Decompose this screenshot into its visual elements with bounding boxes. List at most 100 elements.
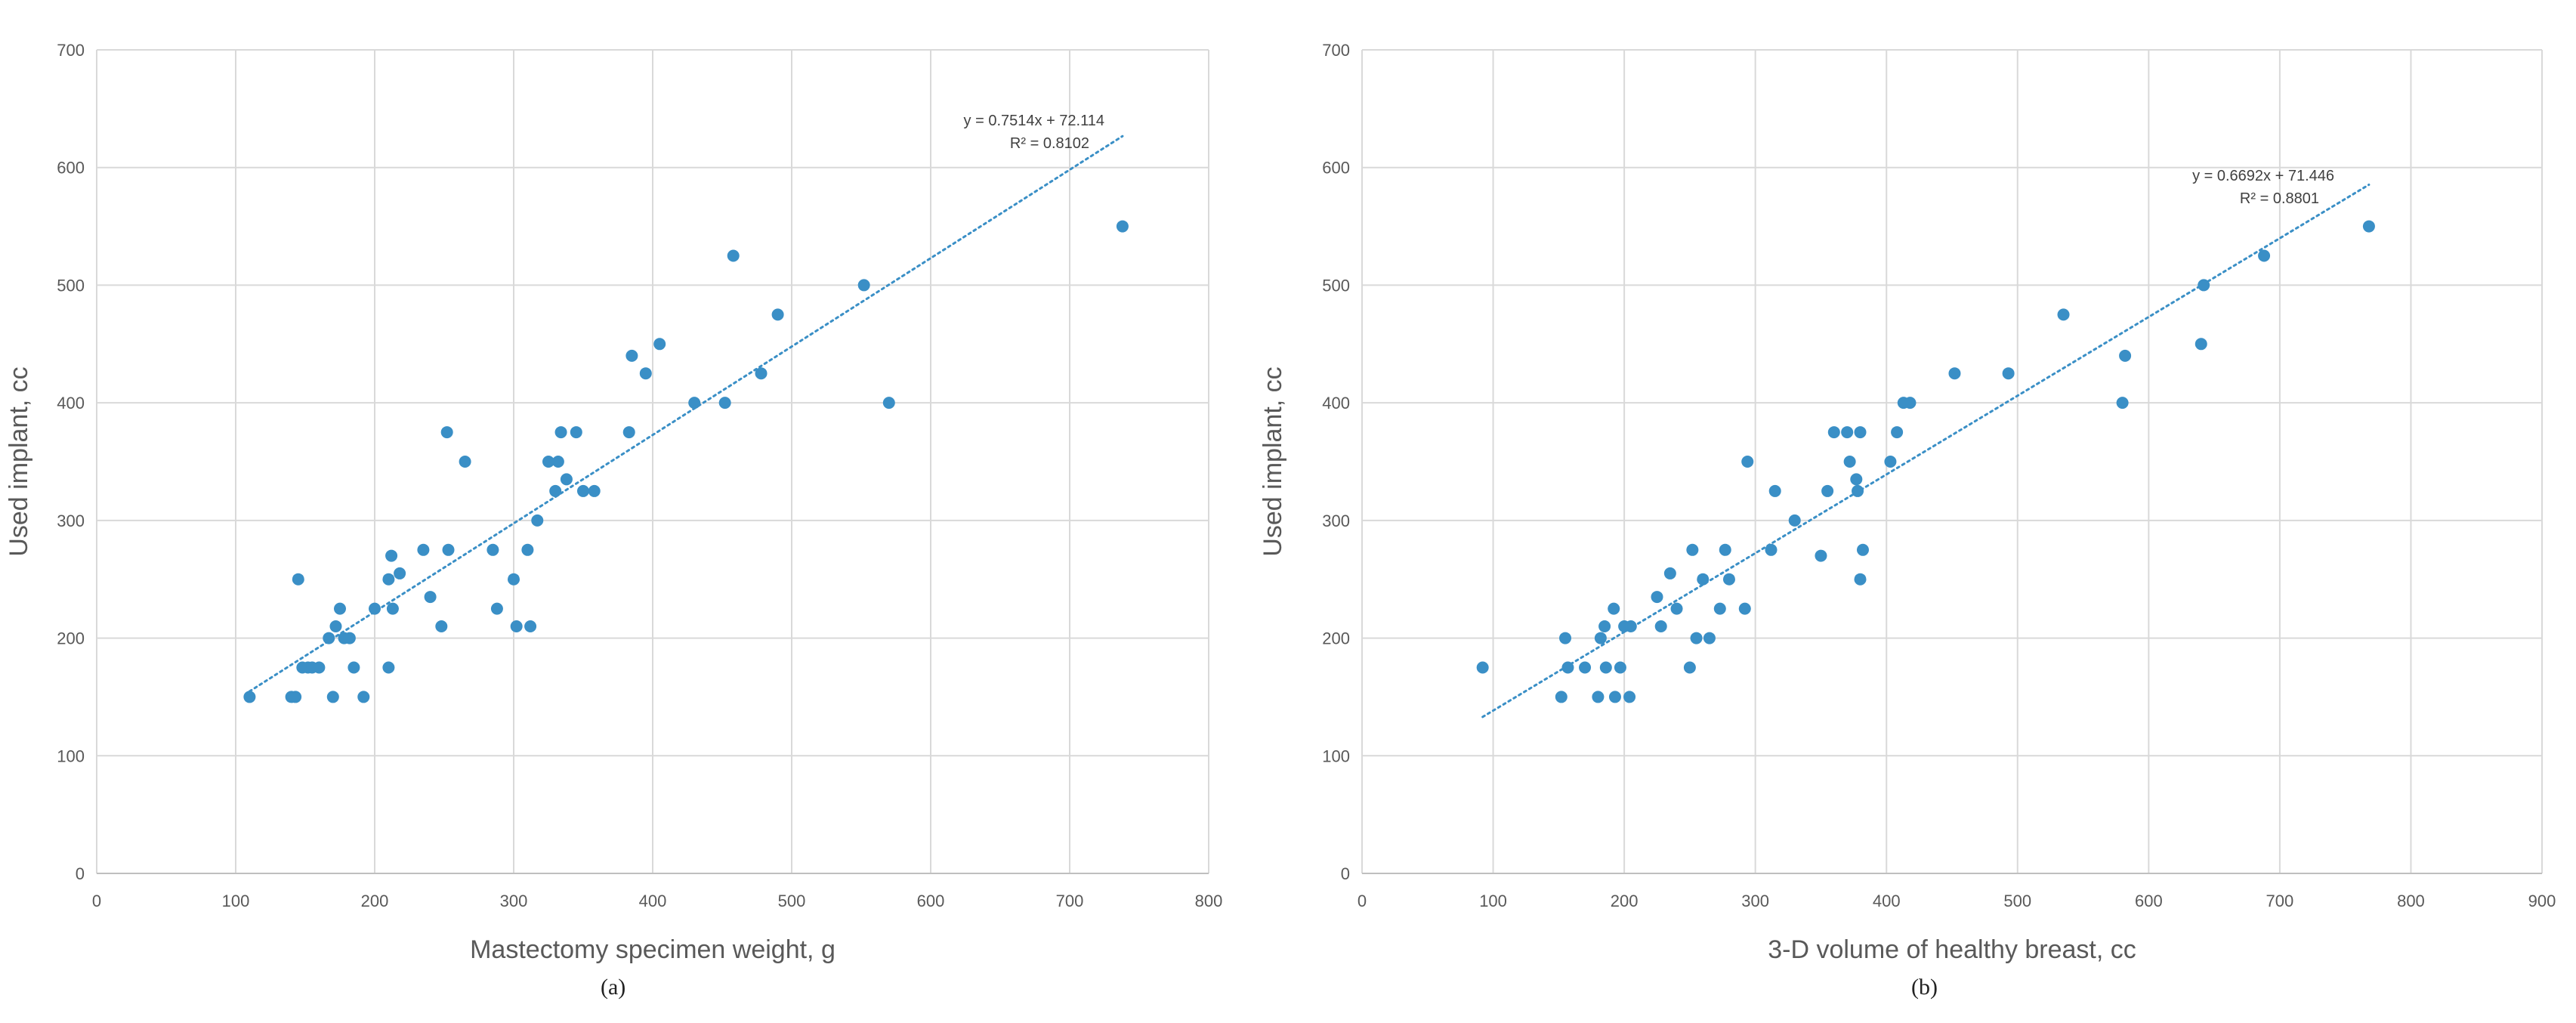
chart-b-x-tick-label: 500 [2003,892,2031,910]
chart-a-data-point [440,426,453,439]
chart-a-data-point [424,591,437,604]
chart-b-y-tick-label: 0 [1341,864,1350,883]
chart-b-data-point [2119,349,2132,362]
chart-b-data-point [1843,456,1856,468]
chart-a-plot: 0 100 200 300 400 500 600 700 800 0 100 200 300 400 50… [5,41,1222,964]
chart-a-data-point [292,573,304,586]
chart-b-data-point [1476,661,1489,674]
chart-a-y-tick-label: 600 [57,159,85,178]
chart-b-data-point [1854,573,1867,586]
chart-b-y-axis-title: Used implant, cc [1259,366,1287,556]
chart-a-data-point [289,691,302,703]
chart-a-y-axis-title: Used implant, cc [5,366,33,556]
chart-b-plot: 0 100 200 300 400 500 600 700 800 900 0 100 200 300 40… [1259,41,2556,964]
chart-a-x-tick-label: 700 [1056,892,1084,910]
chart-a-data-point [588,484,601,497]
chart-a-y-tick-label: 300 [57,512,85,530]
chart-b-data-point [1852,484,1864,497]
chart-b-data-point [1594,632,1607,644]
chart-a-data-point [755,367,768,380]
chart-a-data-point [551,456,564,468]
chart-a-data-point [653,338,666,351]
chart-a-data-point [1116,220,1129,233]
chart-a-data-point [442,543,455,556]
chart-a-data-point [385,549,398,562]
chart-a-x-axis-title: Mastectomy specimen weight, g [470,935,836,964]
chart-b-data-point [1654,620,1667,632]
chart-a-x-tick-label: 300 [500,892,528,910]
chart-b-data-point [1703,632,1716,644]
chart-a-data-point [313,661,326,674]
chart-a-y-tick-label: 0 [76,864,85,883]
chart-a-trendline [248,134,1124,693]
chart-b-trendline-equation: y = 0.6692x + 71.446 [2192,168,2334,184]
chart-b-data-point [2362,220,2375,233]
chart-a-data-point [459,456,471,468]
chart-b-data-point [1561,661,1574,674]
chart-b-data-point [1670,602,1683,615]
chart-b-data-point [1850,473,1863,486]
chart-a-data-point [625,349,638,362]
chart-a-data-point [531,514,544,527]
chart-b-data-point [2002,367,2015,380]
chart-b-y-tick-label: 100 [1322,746,1350,765]
chart-b-x-tick-label: 100 [1479,892,1507,910]
chart-a-data-point [524,620,537,632]
chart-b-data-point [1592,691,1605,703]
chart-b-x-tick-label: 800 [2397,892,2425,910]
chart-b-data-point [1722,573,1735,586]
chart-a-data-point [369,602,381,615]
chart-a-data-point [508,573,520,586]
chart-b-data-point [2198,279,2210,292]
chart-b-data-point [2057,308,2070,321]
chart-b-data-point [1738,602,1751,615]
chart-a-data-point [435,620,448,632]
chart-a-trendline-equation: y = 0.7514x + 72.114 [964,113,1104,129]
chart-a-x-tick-label: 400 [639,892,667,910]
chart-a-data-point [382,661,395,674]
chart-a-x-tick-label: 200 [361,892,389,910]
chart-b-x-tick-label: 700 [2266,892,2294,910]
chart-a-data-point [243,691,256,703]
chart-b-data-point [2116,397,2129,410]
chart-b-data-point [2195,338,2207,351]
chart-a-data-point [323,632,335,644]
chart-b-x-tick-label: 900 [2528,892,2556,910]
chart-b-data-point [1904,397,1917,410]
chart-b-y-tick-label: 300 [1322,512,1350,530]
chart-a-data-point [688,397,701,410]
chart-b-y-tick-label: 600 [1322,159,1350,178]
chart-b-data-point [1948,367,1961,380]
chart-a-y-tick-label: 100 [57,746,85,765]
chart-b-data-point [1741,456,1754,468]
chart-a-data-point [857,279,870,292]
chart-a-data-point [510,620,523,632]
chart-b-x-tick-label: 200 [1611,892,1639,910]
chart-a-data-point [382,573,395,586]
chart-b-x-tick-label: 400 [1873,892,1901,910]
chart-a-data-point [554,426,567,439]
chart-a-data-point [417,543,430,556]
chart-a-data-point [386,602,399,615]
caption-b: (b) [1911,975,1938,1000]
chart-a-data-point [326,691,339,703]
caption-a: (a) [601,975,626,1000]
chart-a-data-point [394,567,406,579]
chart-a-y-tick-label: 400 [57,394,85,413]
chart-b: 0 100 200 300 400 500 600 700 800 900 0 100 200 300 40… [1254,0,2576,1023]
chart-b-x-tick-label: 300 [1741,892,1769,910]
chart-b-y-tick-label: 200 [1322,629,1350,648]
chart-a: 0 100 200 300 400 500 600 700 800 0 100 200 300 400 50… [0,0,1239,1023]
chart-b-x-axis-title: 3-D volume of healthy breast, cc [1768,935,2136,964]
chart-a-data-point [771,308,784,321]
chart-b-x-tick-label: 600 [2135,892,2163,910]
chart-b-data-point [1598,620,1611,632]
chart-b-data-point [1768,484,1781,497]
chart-a-x-tick-label: 0 [92,892,101,910]
chart-a-data-point [334,602,346,615]
chart-a-data-point [560,473,573,486]
chart-b-data-point [1686,543,1699,556]
chart-a-data-point [542,456,554,468]
chart-b-data-point [1683,661,1696,674]
chart-a-data-point [577,484,589,497]
